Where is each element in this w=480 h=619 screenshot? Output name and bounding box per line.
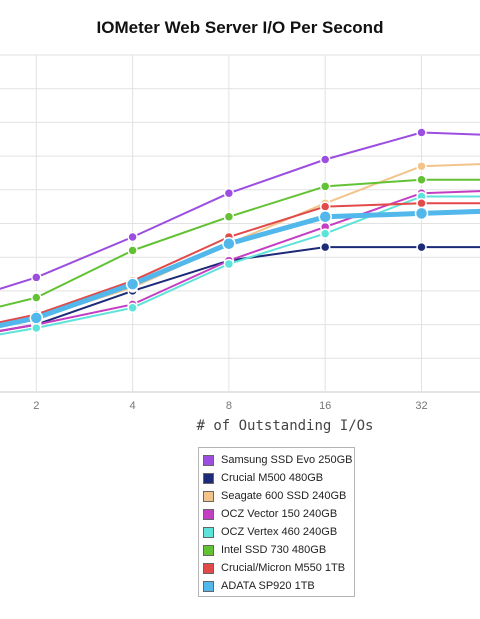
- legend-item[interactable]: ADATA SP920 1TB: [203, 577, 354, 595]
- data-point[interactable]: [319, 228, 331, 239]
- x-axis-tick-labels: 2 4 8 16 32: [33, 400, 427, 412]
- data-point[interactable]: [319, 241, 331, 253]
- series-5: [0, 191, 480, 336]
- data-point[interactable]: [31, 322, 42, 334]
- legend-swatch: [203, 544, 214, 556]
- legend: Samsung SSD Evo 250GB Crucial M500 480GB S…: [198, 447, 355, 597]
- legend-swatch: [203, 526, 214, 538]
- legend-item[interactable]: Samsung SSD Evo 250GB: [203, 451, 354, 469]
- x-tick-label: 2: [33, 400, 39, 412]
- legend-item[interactable]: Intel SSD 730 480GB: [203, 541, 354, 559]
- data-point[interactable]: [127, 302, 138, 313]
- chart-title: IOMeter Web Server I/O Per Second: [96, 18, 384, 37]
- data-point[interactable]: [223, 258, 235, 270]
- series-lines: [0, 127, 480, 336]
- legend-label: Crucial/Micron M550 1TB: [221, 562, 346, 574]
- series-line: [0, 131, 480, 290]
- legend-label: ADATA SP920 1TB: [221, 580, 315, 592]
- legend-item[interactable]: Seagate 600 SSD 240GB: [203, 487, 354, 505]
- x-tick-label: 4: [130, 400, 136, 412]
- data-point[interactable]: [223, 187, 235, 199]
- x-tick-label: 16: [319, 400, 331, 412]
- legend-swatch: [203, 454, 214, 466]
- legend-swatch: [203, 490, 214, 502]
- legend-item[interactable]: Crucial M500 480GB: [203, 469, 354, 487]
- data-point[interactable]: [222, 236, 236, 251]
- legend-swatch: [203, 562, 214, 574]
- data-point[interactable]: [127, 231, 138, 243]
- legend-label: Intel SSD 730 480GB: [221, 544, 327, 556]
- grid-lines: [0, 54, 480, 393]
- legend-swatch: [203, 580, 214, 592]
- data-point[interactable]: [416, 127, 427, 138]
- series-8: [0, 206, 480, 329]
- legend-swatch: [203, 472, 214, 484]
- data-point[interactable]: [416, 160, 427, 172]
- legend-item[interactable]: OCZ Vector 150 240GB: [203, 505, 354, 523]
- line-chart: 2 4 8 16 32: [0, 54, 480, 412]
- legend-label: OCZ Vertex 460 240GB: [221, 526, 338, 538]
- data-point[interactable]: [127, 245, 138, 256]
- data-point[interactable]: [31, 272, 42, 283]
- x-axis-label: # of Outstanding I/Os: [196, 418, 374, 434]
- data-point[interactable]: [416, 198, 427, 209]
- data-point[interactable]: [125, 277, 140, 291]
- series-7: [0, 198, 480, 324]
- data-point[interactable]: [319, 181, 331, 192]
- legend-label: Seagate 600 SSD 240GB: [221, 490, 347, 502]
- series-6: [0, 174, 480, 308]
- data-point[interactable]: [416, 241, 427, 253]
- legend-label: Crucial M500 480GB: [221, 472, 324, 484]
- series-1: [0, 127, 480, 290]
- legend-item[interactable]: OCZ Vertex 460 240GB: [203, 523, 354, 541]
- legend-label: OCZ Vector 150 240GB: [221, 508, 338, 520]
- series-line: [0, 208, 480, 329]
- legend-swatch: [203, 508, 214, 520]
- series-line: [0, 195, 480, 336]
- legend-item[interactable]: Crucial/Micron M550 1TB: [203, 559, 354, 577]
- data-point[interactable]: [416, 174, 427, 185]
- x-tick-label: 32: [415, 400, 427, 412]
- data-point[interactable]: [414, 206, 429, 221]
- legend-label: Samsung SSD Evo 250GB: [221, 454, 353, 466]
- x-tick-label: 8: [226, 400, 232, 412]
- data-point[interactable]: [29, 311, 44, 325]
- data-point[interactable]: [31, 292, 42, 303]
- data-point[interactable]: [223, 211, 235, 223]
- data-point[interactable]: [318, 210, 332, 224]
- data-point[interactable]: [319, 201, 331, 212]
- data-point[interactable]: [319, 154, 331, 165]
